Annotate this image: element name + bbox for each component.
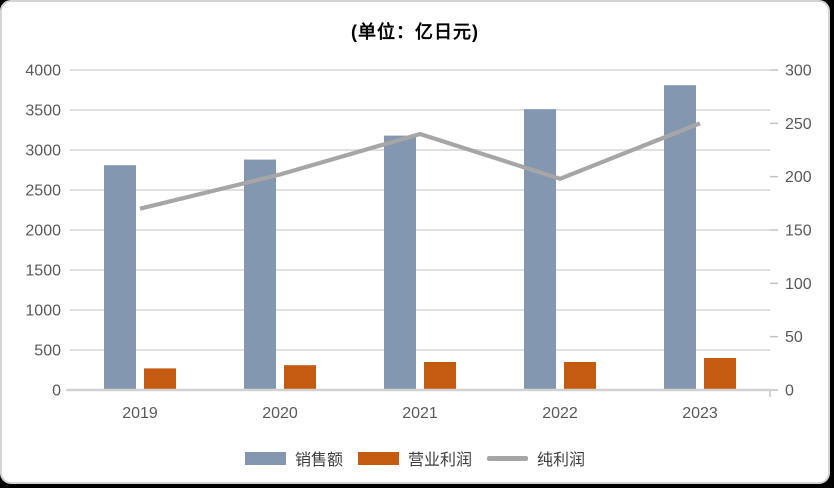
x-axis-category-label: 2023 bbox=[682, 405, 718, 422]
right-axis-tick-label: 150 bbox=[785, 223, 812, 240]
sales-legend-swatch-icon bbox=[244, 451, 286, 465]
sales-legend-label: 销售额 bbox=[294, 452, 343, 469]
bar-operating-profit-2023 bbox=[704, 358, 736, 390]
x-axis-category-label: 2020 bbox=[262, 405, 298, 422]
bar-operating-profit-2021 bbox=[424, 362, 456, 390]
bar-sales-2019 bbox=[104, 165, 136, 390]
chart-title: (单位：亿日元) bbox=[351, 22, 479, 42]
operating-profit-legend-swatch-icon bbox=[357, 451, 399, 465]
x-axis-category-label: 2021 bbox=[402, 405, 438, 422]
bar-sales-2022 bbox=[524, 109, 556, 390]
right-axis-tick-label: 200 bbox=[785, 169, 812, 186]
right-axis-tick-label: 50 bbox=[785, 329, 803, 346]
left-axis-tick-label: 1000 bbox=[25, 303, 61, 320]
left-axis-tick-label: 500 bbox=[34, 343, 61, 360]
x-axis-category-label: 2019 bbox=[122, 405, 158, 422]
net-profit-line bbox=[139, 121, 701, 211]
right-axis-tick-label: 300 bbox=[785, 63, 812, 80]
legend-item-net-profit: 纯利润 bbox=[487, 446, 585, 470]
right-axis-tick-label: 250 bbox=[785, 116, 812, 133]
net-profit-legend-label: 纯利润 bbox=[537, 452, 586, 469]
right-axis-tick-label: 0 bbox=[785, 383, 794, 400]
bar-operating-profit-2022 bbox=[564, 362, 596, 390]
left-axis-tick-label: 4000 bbox=[25, 63, 61, 80]
legend-item-operating-profit: 营业利润 bbox=[357, 446, 472, 470]
right-axis-tick-label: 100 bbox=[785, 276, 812, 293]
left-axis-tick-label: 2500 bbox=[25, 183, 61, 200]
bar-operating-profit-2020 bbox=[284, 365, 316, 390]
bar-sales-2020 bbox=[244, 159, 276, 390]
x-axis-category-label: 2022 bbox=[542, 405, 578, 422]
left-axis-tick-label: 2000 bbox=[25, 223, 61, 240]
legend-item-sales: 销售额 bbox=[244, 446, 343, 470]
net-profit-legend-line-icon bbox=[487, 455, 528, 461]
operating-profit-legend-label: 营业利润 bbox=[407, 452, 472, 469]
bar-sales-2021 bbox=[384, 135, 416, 390]
bar-operating-profit-2019 bbox=[144, 368, 176, 390]
left-axis-tick-label: 1500 bbox=[25, 263, 61, 280]
left-axis-tick-label: 3500 bbox=[25, 103, 61, 120]
left-axis-tick-label: 0 bbox=[52, 383, 61, 400]
legend: 销售额 营业利润 纯利润 bbox=[2, 446, 828, 470]
left-axis-tick-label: 3000 bbox=[25, 143, 61, 160]
